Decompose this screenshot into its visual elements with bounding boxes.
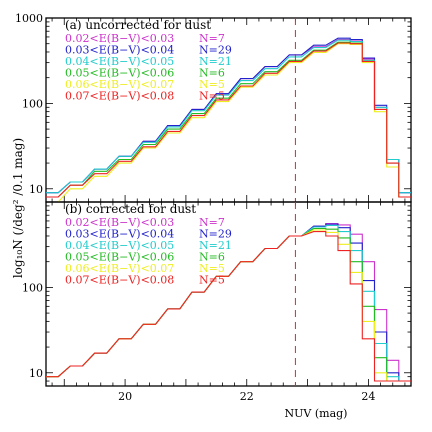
axis-labels: log₁₀N (/deg² /0.1 mag) NUV (mag) [11, 138, 347, 420]
legend-entry: 0.03<E(B−V)<0.04 [65, 228, 174, 241]
legend-entry: 0.02<E(B−V)<0.03 [65, 32, 174, 45]
legend-count: N=5 [199, 262, 225, 275]
legend-count: N=5 [199, 78, 225, 91]
histogram-series-group [46, 37, 411, 202]
histogram-series [46, 231, 411, 382]
legend-count: N=21 [199, 239, 232, 252]
legend-count: N=5 [199, 90, 225, 103]
y-tick-label: 100 [22, 281, 43, 294]
legend-count: N=7 [199, 216, 225, 229]
legend-count: N=6 [199, 67, 225, 80]
legend-count: N=6 [199, 251, 225, 264]
x-tick-label: 20 [118, 390, 132, 403]
y-tick-label: 10 [29, 183, 43, 196]
legend-entry: 0.07<E(B−V)<0.08 [65, 90, 174, 103]
legend-entry: 0.03<E(B−V)<0.04 [65, 44, 174, 57]
legend-entry: 0.05<E(B−V)<0.06 [65, 251, 174, 264]
legend-count: N=7 [199, 32, 225, 45]
histogram-series [46, 42, 411, 198]
x-tick-label: 24 [361, 390, 375, 403]
panel-label: (a) uncorrected for dust [65, 18, 211, 32]
legend-entry: 0.07<E(B−V)<0.08 [65, 274, 174, 287]
x-axis-label: NUV (mag) [285, 407, 348, 420]
legend-count: N=21 [199, 55, 232, 68]
y-axis-label: log₁₀N (/deg² /0.1 mag) [11, 138, 25, 278]
legend-entry: 0.06<E(B−V)<0.07 [65, 78, 174, 91]
legend-entry: 0.05<E(B−V)<0.06 [65, 67, 174, 80]
legend-count: N=29 [199, 44, 232, 57]
panel-label: (b) corrected for dust [65, 202, 196, 216]
legend-entry: 0.04<E(B−V)<0.05 [65, 55, 174, 68]
legend-entry: 0.04<E(B−V)<0.05 [65, 239, 174, 252]
panel-a: 10 100 1000 (a) uncorrected for dust0.02<E(… [15, 12, 412, 203]
histogram-series-group [46, 222, 411, 382]
plot-frame [45, 201, 412, 387]
panel-b: 10 100 20 22 24 (b) corrected for dust0.02<E(… [22, 201, 412, 403]
y-tick-label: 100 [22, 97, 43, 110]
legend-entry: 0.06<E(B−V)<0.07 [65, 262, 174, 275]
legend-count: N=29 [199, 228, 232, 241]
y-tick-label: 10 [29, 367, 43, 380]
legend-entry: 0.02<E(B−V)<0.03 [65, 216, 174, 229]
x-tick-label: 22 [240, 390, 254, 403]
legend-count: N=5 [199, 274, 225, 287]
y-tick-label: 1000 [15, 12, 43, 25]
